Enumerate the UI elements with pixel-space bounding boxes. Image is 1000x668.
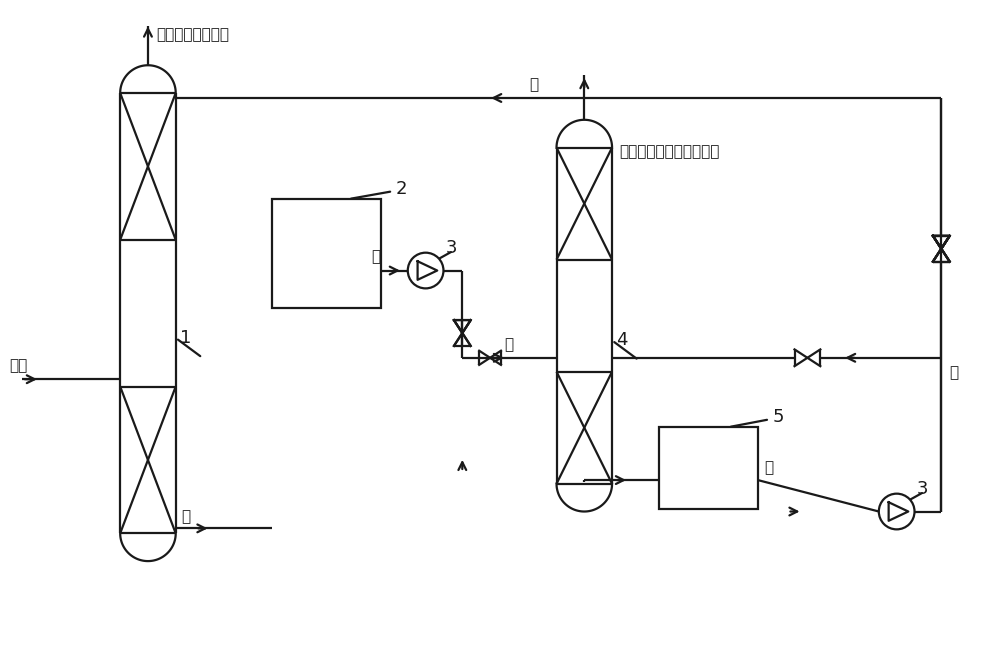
Text: 液: 液: [949, 365, 958, 380]
Circle shape: [879, 494, 915, 529]
Bar: [659, 428, 758, 508]
Text: 烟气: 烟气: [9, 358, 27, 373]
Text: 1: 1: [180, 329, 191, 347]
Text: 4: 4: [616, 331, 628, 349]
Text: 液: 液: [764, 460, 773, 475]
Bar: [272, 199, 381, 308]
Text: 富集二氧化硫为主的气体: 富集二氧化硫为主的气体: [619, 144, 719, 160]
Text: 3: 3: [445, 238, 457, 257]
Text: 5: 5: [773, 408, 784, 426]
Text: 2: 2: [396, 180, 407, 198]
Text: 液: 液: [504, 337, 514, 352]
Text: 液: 液: [529, 77, 538, 92]
Text: 3: 3: [917, 480, 928, 498]
Text: 液: 液: [371, 250, 380, 265]
Text: 气（测二氧化硫）: 气（测二氧化硫）: [156, 27, 229, 43]
Text: 液: 液: [182, 510, 191, 524]
Circle shape: [408, 253, 443, 289]
